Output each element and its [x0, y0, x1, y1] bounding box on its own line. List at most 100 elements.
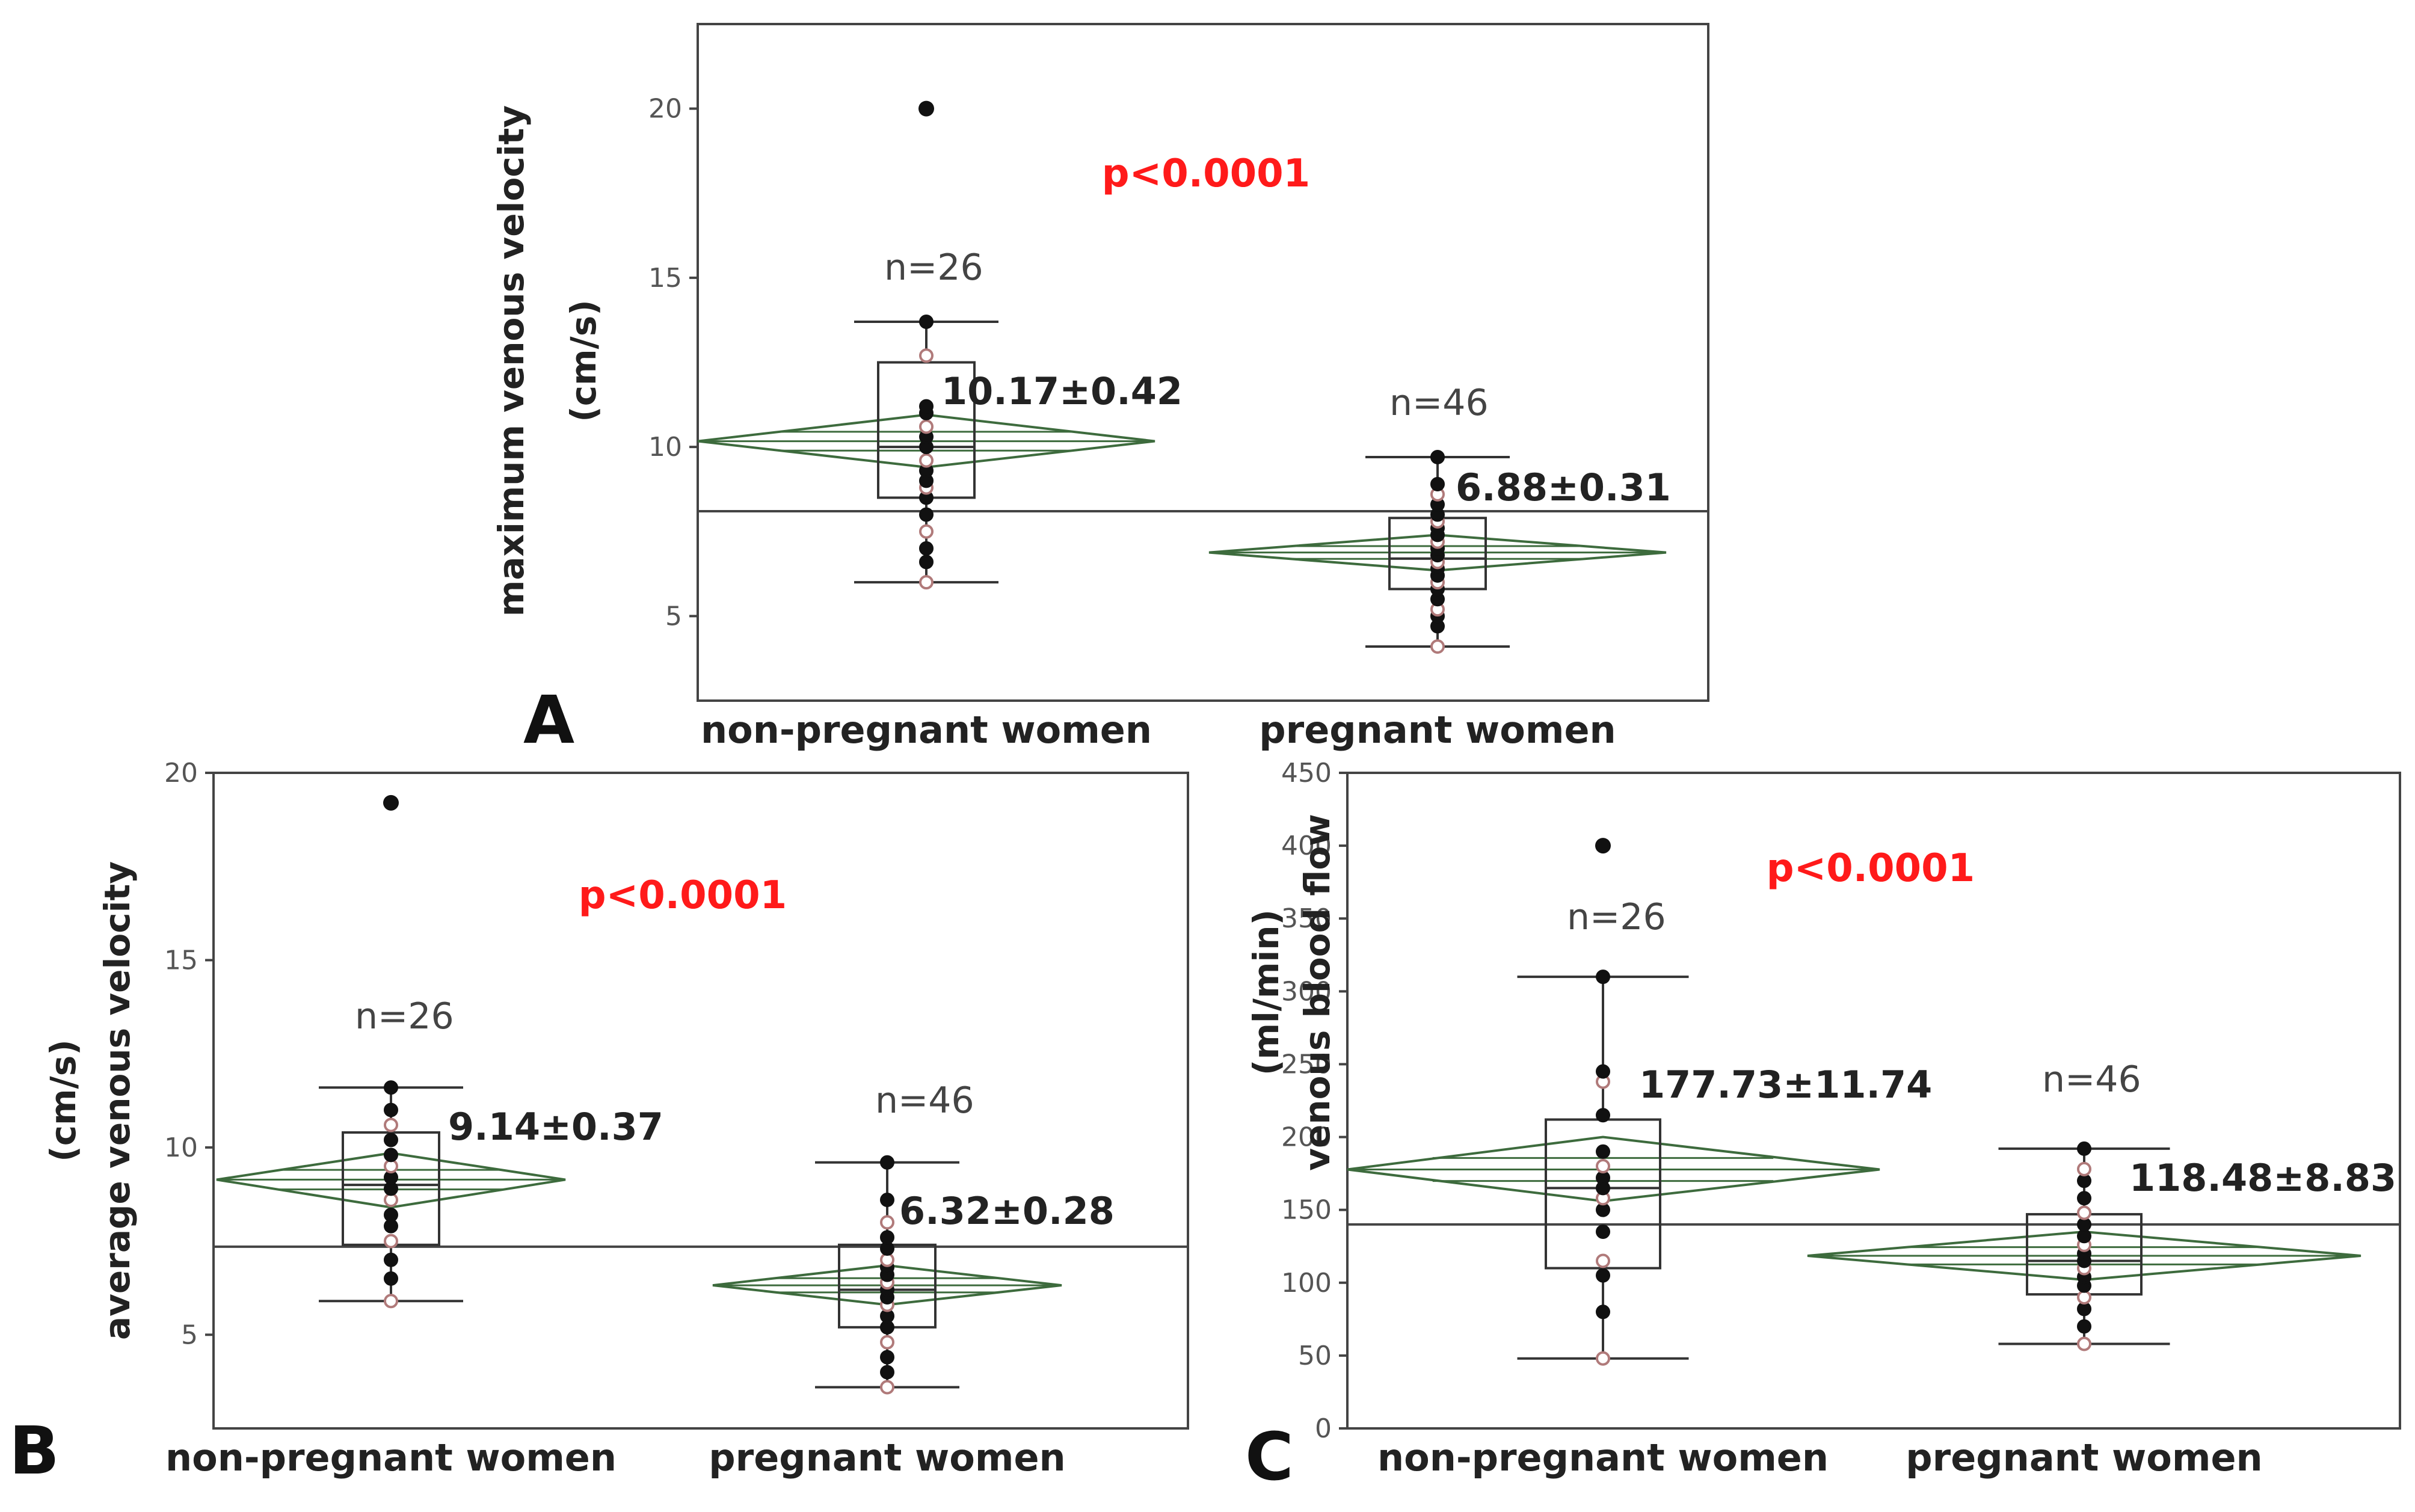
- y-tick-label: 300: [1281, 976, 1332, 1007]
- data-point: [1596, 1268, 1610, 1283]
- data-point: [384, 1080, 398, 1095]
- data-point: [384, 1117, 398, 1132]
- data-point: [1596, 1225, 1610, 1239]
- x-category-label: pregnant women: [1906, 1436, 2262, 1480]
- panel-b: 5 10 15 20 average venous velocity (cm/s) non-…: [9, 758, 1189, 1489]
- n-count-label: n=46: [875, 1080, 974, 1122]
- data-point: [1596, 1064, 1610, 1079]
- y-tick-label: 350: [1281, 903, 1332, 934]
- y-tick-label: 10: [164, 1132, 198, 1163]
- mean-se-label: 9.14±0.37: [448, 1105, 663, 1149]
- data-point: [880, 1193, 894, 1208]
- n-count-label: n=46: [2042, 1059, 2141, 1101]
- data-point: [880, 1365, 894, 1380]
- data-point: [2077, 1173, 2091, 1188]
- data-point: [384, 1294, 398, 1309]
- data-point: [880, 1335, 894, 1350]
- data-point: [2077, 1161, 2091, 1176]
- n-count-label: n=26: [1567, 896, 1666, 938]
- group-non-pregnant: n=26 177.73±11.74: [1347, 838, 1932, 1366]
- data-point: [1430, 477, 1445, 491]
- y-tick-label: 5: [181, 1320, 198, 1350]
- data-point: [1430, 450, 1445, 464]
- data-point: [919, 575, 934, 590]
- data-point: [880, 1215, 894, 1230]
- outlier-point: [1595, 838, 1611, 854]
- y-tick-label: 20: [648, 94, 682, 124]
- y-tick-label: 10: [648, 432, 682, 463]
- data-point: [2077, 1336, 2091, 1351]
- mean-se-label: 177.73±11.74: [1639, 1063, 1932, 1107]
- group-pregnant: n=46 6.88±0.31: [1208, 382, 1671, 654]
- plot-frame: [212, 772, 1189, 1430]
- y-axis-label: maximum venous velocity (cm/s): [491, 105, 604, 616]
- p-value-label: p<0.0001: [579, 873, 787, 918]
- data-point: [2077, 1205, 2091, 1220]
- data-point: [1430, 639, 1445, 654]
- group-non-pregnant: n=26 9.14±0.37: [216, 794, 663, 1309]
- data-point: [2077, 1191, 2091, 1206]
- data-point: [919, 315, 934, 329]
- data-point: [384, 1148, 398, 1163]
- y-axis-label: venous blood flow(ml/min): [1246, 814, 1338, 1171]
- y-tick-label: 150: [1281, 1195, 1332, 1226]
- group-pregnant: n=46 118.48±8.83: [1807, 1059, 2396, 1351]
- data-point: [919, 453, 934, 468]
- y-tick-label: 5: [665, 601, 682, 632]
- mean-se-label: 10.17±0.42: [941, 369, 1183, 413]
- data-point: [384, 1271, 398, 1286]
- y-tick-label: 20: [164, 758, 198, 788]
- data-point: [919, 399, 934, 414]
- y-tick-label: 450: [1281, 758, 1332, 788]
- data-point: [384, 1207, 398, 1222]
- outlier-point: [918, 100, 934, 117]
- data-point: [919, 419, 934, 434]
- n-count-label: n=26: [355, 995, 454, 1037]
- data-point: [384, 1132, 398, 1148]
- data-point: [2077, 1290, 2091, 1305]
- p-value-label: p<0.0001: [1767, 846, 1975, 891]
- data-point: [384, 1102, 398, 1117]
- x-category-label: non-pregnant women: [165, 1436, 617, 1480]
- group-non-pregnant: n=26 10.17±0.42: [697, 100, 1183, 590]
- y-tick-label: 100: [1281, 1268, 1332, 1298]
- data-point: [880, 1380, 894, 1395]
- data-point: [2077, 1319, 2091, 1334]
- panel-letter: B: [9, 1412, 60, 1489]
- y-tick-label: 250: [1281, 1049, 1332, 1080]
- y-label-line2: (cm/s): [43, 1039, 84, 1162]
- x-category-label: non-pregnant women: [1377, 1436, 1829, 1480]
- n-count-label: n=26: [884, 247, 983, 289]
- data-point: [1596, 1305, 1610, 1320]
- data-point: [384, 1234, 398, 1249]
- data-point: [2077, 1229, 2091, 1244]
- data-point: [919, 507, 934, 522]
- y-tick-label: 200: [1281, 1122, 1332, 1153]
- data-point: [1596, 1159, 1610, 1173]
- y-tick-label: 15: [164, 945, 198, 976]
- y-label-line2: (cm/s): [563, 300, 604, 422]
- data-point: [919, 541, 934, 556]
- y-label-line1: venous blood flow: [1297, 814, 1338, 1171]
- y-label-line1: maximum venous velocity: [491, 105, 532, 616]
- data-point: [1596, 1108, 1610, 1123]
- p-value-label: p<0.0001: [1102, 152, 1310, 196]
- x-category-label: pregnant women: [1259, 708, 1616, 752]
- data-point: [880, 1155, 894, 1170]
- data-point: [1596, 1351, 1610, 1366]
- data-point: [2077, 1217, 2091, 1232]
- data-point: [384, 1252, 398, 1267]
- outlier-point: [383, 794, 399, 811]
- y-axis-label: average venous velocity (cm/s): [43, 861, 138, 1340]
- mean-se-label: 118.48±8.83: [2129, 1156, 2396, 1200]
- x-category-label: non-pregnant women: [701, 708, 1152, 752]
- data-point: [1596, 1170, 1610, 1185]
- panel-c: 0 50 100 150 200 250 300 350 400 450 venous blood …: [1245, 758, 2401, 1495]
- group-pregnant: n=46 6.32±0.28: [712, 1080, 1115, 1395]
- y-tick-label: 15: [648, 263, 682, 293]
- y-label-line2: (ml/min): [1246, 909, 1287, 1075]
- data-point: [1596, 1144, 1610, 1159]
- data-point: [919, 524, 934, 539]
- mean-se-label: 6.32±0.28: [899, 1189, 1115, 1233]
